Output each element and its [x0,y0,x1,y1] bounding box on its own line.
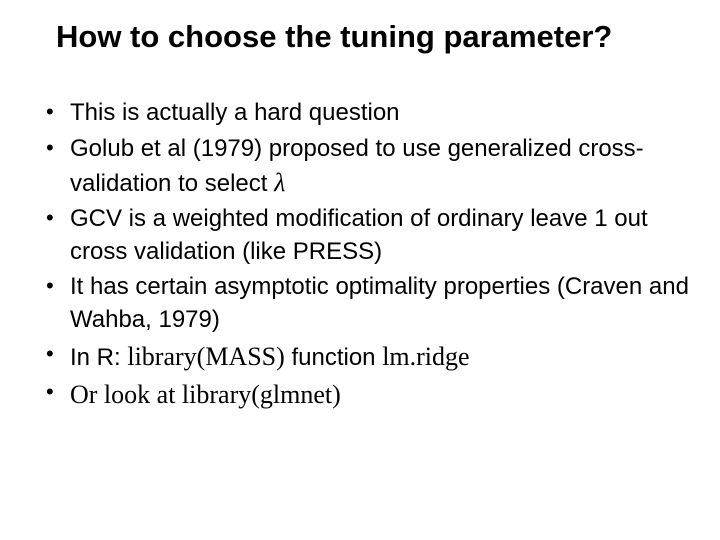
bullet-item: GCV is a weighted modification of ordina… [42,203,690,268]
code-text: lm.ridge [382,342,469,371]
code-text: Or look at library(glmnet) [70,380,341,409]
bullet-list: This is actually a hard question Golub e… [42,97,690,413]
bullet-text: In R: [70,344,127,371]
code-text: library(MASS) [127,342,284,371]
slide-container: How to choose the tuning parameter? This… [0,0,720,446]
bullet-item: Golub et al (1979) proposed to use gener… [42,133,690,201]
lambda-symbol: λ [274,168,285,197]
bullet-item: It has certain asymptotic optimality pro… [42,271,690,336]
bullet-text: Golub et al (1979) proposed to use gener… [70,135,644,197]
bullet-item: This is actually a hard question [42,97,690,129]
slide-title: How to choose the tuning parameter? [56,18,690,55]
bullet-text: This is actually a hard question [70,99,400,126]
bullet-text: It has certain asymptotic optimality pro… [70,273,689,332]
bullet-item: Or look at library(glmnet) [42,377,690,412]
bullet-item: In R: library(MASS) function lm.ridge [42,339,690,374]
bullet-text: GCV is a weighted modification of ordina… [70,205,648,264]
bullet-text: function [285,344,382,371]
